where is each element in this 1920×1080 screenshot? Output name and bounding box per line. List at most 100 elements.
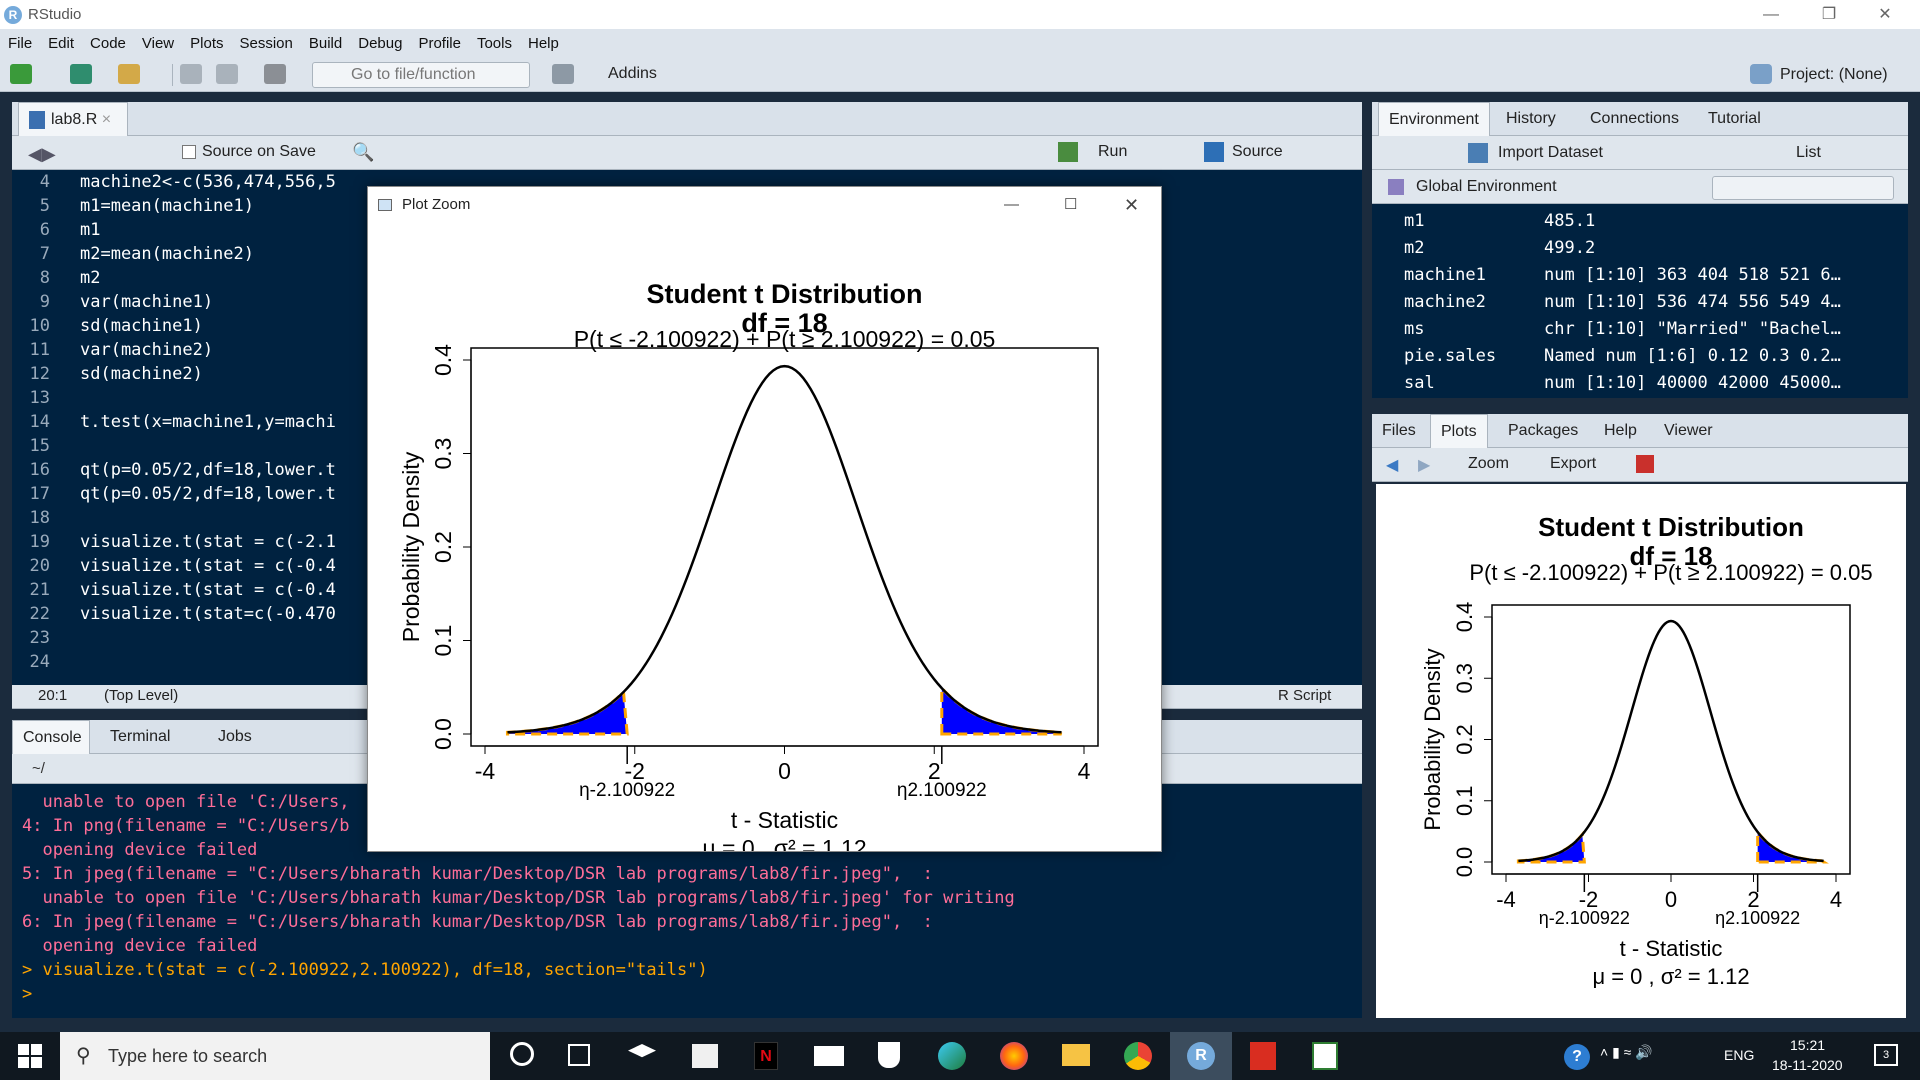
plot-export-button[interactable]: Export: [1550, 455, 1597, 472]
env-row[interactable]: pie.sales Named num [1:6] 0.12 0.3 0.2…: [1372, 343, 1908, 370]
menu-edit[interactable]: Edit: [48, 35, 75, 52]
windows-start-icon[interactable]: [18, 1044, 42, 1068]
acrobat-icon[interactable]: [1250, 1042, 1276, 1070]
tab-lab8[interactable]: lab8.R ×: [18, 102, 128, 136]
menu-view[interactable]: View: [141, 35, 175, 52]
code-line: 13: [12, 386, 1362, 410]
menu-tools[interactable]: Tools: [476, 35, 512, 52]
line-number: 8: [39, 268, 50, 288]
chrome-icon[interactable]: [1124, 1042, 1152, 1070]
clock-time[interactable]: 15:21: [1790, 1037, 1826, 1053]
goto-file-input[interactable]: Go to file/function: [312, 62, 530, 88]
firefox-icon[interactable]: [1000, 1042, 1028, 1070]
file-type-selector[interactable]: R Script: [1278, 687, 1332, 704]
new-file-icon[interactable]: [10, 64, 32, 84]
plot-forward-arrow-icon[interactable]: ▶: [1418, 457, 1431, 474]
print-icon[interactable]: [264, 64, 286, 84]
defender-icon[interactable]: [878, 1042, 900, 1068]
tab-packages[interactable]: Packages: [1508, 422, 1579, 439]
cortana-icon[interactable]: [510, 1042, 534, 1066]
zoom-minimize-button[interactable]: —: [1004, 196, 1019, 213]
edge-icon[interactable]: [938, 1042, 966, 1070]
notepad-icon[interactable]: [1312, 1042, 1338, 1070]
plot-back-arrow-icon[interactable]: ◀: [1386, 457, 1399, 474]
menu-debug[interactable]: Debug: [358, 35, 403, 52]
env-row[interactable]: machine2 num [1:10] 536 474 556 549 4…: [1372, 289, 1908, 316]
tab-connections[interactable]: Connections: [1590, 110, 1679, 127]
netflix-icon[interactable]: N: [754, 1042, 778, 1070]
close-button[interactable]: ✕: [1878, 6, 1892, 23]
code-line: 5 m1=mean(machine1): [12, 194, 1362, 218]
addins-menu[interactable]: Addins: [608, 65, 657, 82]
env-row[interactable]: ms chr [1:10] "Married" "Bachel…: [1372, 316, 1908, 343]
dropbox-icon[interactable]: [628, 1044, 656, 1058]
line-number: 21: [29, 580, 50, 600]
save-all-icon[interactable]: [216, 64, 238, 84]
workspace-panes-icon[interactable]: [552, 64, 574, 84]
mail-icon[interactable]: [814, 1046, 844, 1066]
search-icon[interactable]: 🔍: [352, 142, 375, 162]
source-on-save-checkbox[interactable]: [182, 145, 196, 159]
remove-plot-icon[interactable]: [1636, 455, 1654, 473]
source-button[interactable]: Source: [1232, 143, 1283, 160]
plot-zoom-button[interactable]: Zoom: [1468, 455, 1509, 472]
env-row[interactable]: sal num [1:10] 40000 42000 45000…: [1372, 370, 1908, 397]
menu-session[interactable]: Session: [239, 35, 293, 52]
minimize-button[interactable]: —: [1763, 6, 1779, 23]
project-menu[interactable]: Project: (None): [1780, 66, 1888, 83]
env-row[interactable]: m1 485.1: [1372, 208, 1908, 235]
env-row[interactable]: m2 499.2: [1372, 235, 1908, 262]
env-var-value: num [1:10] 536 474 556 549 4…: [1544, 292, 1841, 312]
env-var-value: num [1:10] 40000 42000 45000…: [1544, 373, 1841, 393]
env-scope-selector[interactable]: Global Environment: [1416, 178, 1557, 195]
tab-viewer[interactable]: Viewer: [1664, 422, 1713, 439]
y-tick-label: 0.4: [1452, 602, 1477, 633]
restore-button[interactable]: ❐: [1821, 6, 1837, 23]
menu-code[interactable]: Code: [90, 35, 126, 52]
zoom-maximize-button[interactable]: ☐: [1064, 196, 1078, 213]
code-text: m2=mean(machine2): [80, 244, 254, 264]
tab-help[interactable]: Help: [1604, 422, 1637, 439]
menu-help[interactable]: Help: [528, 35, 559, 52]
tab-jobs[interactable]: Jobs: [218, 728, 252, 745]
menu-profile[interactable]: Profile: [418, 35, 461, 52]
open-file-icon[interactable]: [118, 64, 140, 84]
notification-icon[interactable]: 3: [1874, 1044, 1898, 1066]
clock-date[interactable]: 18-11-2020: [1772, 1057, 1843, 1073]
line-number: 6: [39, 220, 50, 240]
code-text: m2: [80, 268, 101, 288]
file-explorer-icon[interactable]: [1062, 1044, 1090, 1066]
import-dataset-button[interactable]: Import Dataset: [1498, 144, 1603, 161]
menu-file[interactable]: File: [8, 35, 33, 52]
code-text: machine2<-c(536,474,556,5: [80, 172, 336, 192]
help-tray-icon[interactable]: ?: [1564, 1044, 1590, 1070]
menu-plots[interactable]: Plots: [190, 35, 224, 52]
tab-environment[interactable]: Environment: [1378, 102, 1490, 136]
tab-files[interactable]: Files: [1382, 422, 1416, 439]
new-project-icon[interactable]: [70, 64, 92, 84]
store-icon[interactable]: [692, 1044, 718, 1068]
chart-subtitle: df = 18: [741, 308, 827, 338]
x-tick-label: -2: [625, 758, 645, 784]
language-indicator[interactable]: ENG: [1724, 1047, 1755, 1063]
tray-icons[interactable]: ˄ ▮ ≈ 🔊: [1600, 1044, 1653, 1060]
tab-history[interactable]: History: [1506, 110, 1556, 127]
list-view-selector[interactable]: List: [1796, 144, 1821, 161]
tab-plots[interactable]: Plots: [1430, 414, 1488, 448]
env-var-name: machine1: [1404, 265, 1486, 285]
task-view-icon[interactable]: [568, 1044, 590, 1066]
tab-tutorial[interactable]: Tutorial: [1708, 110, 1761, 127]
tab-console[interactable]: Console: [12, 720, 90, 754]
taskbar-search-input[interactable]: ⚲ Type here to search: [60, 1032, 490, 1080]
run-button[interactable]: Run: [1098, 143, 1128, 160]
back-arrow-icon[interactable]: ◀▶: [28, 144, 56, 164]
env-row[interactable]: machine1 num [1:10] 363 404 518 521 6…: [1372, 262, 1908, 289]
scope-selector[interactable]: (Top Level): [104, 687, 179, 704]
menu-build[interactable]: Build: [308, 35, 343, 52]
tab-terminal[interactable]: Terminal: [110, 728, 171, 745]
env-search-input[interactable]: [1712, 176, 1894, 200]
rstudio-taskbar-button[interactable]: R: [1170, 1032, 1232, 1080]
save-icon[interactable]: [180, 64, 202, 84]
zoom-close-button[interactable]: ✕: [1124, 195, 1140, 215]
right-tail-area: [1756, 827, 1829, 864]
